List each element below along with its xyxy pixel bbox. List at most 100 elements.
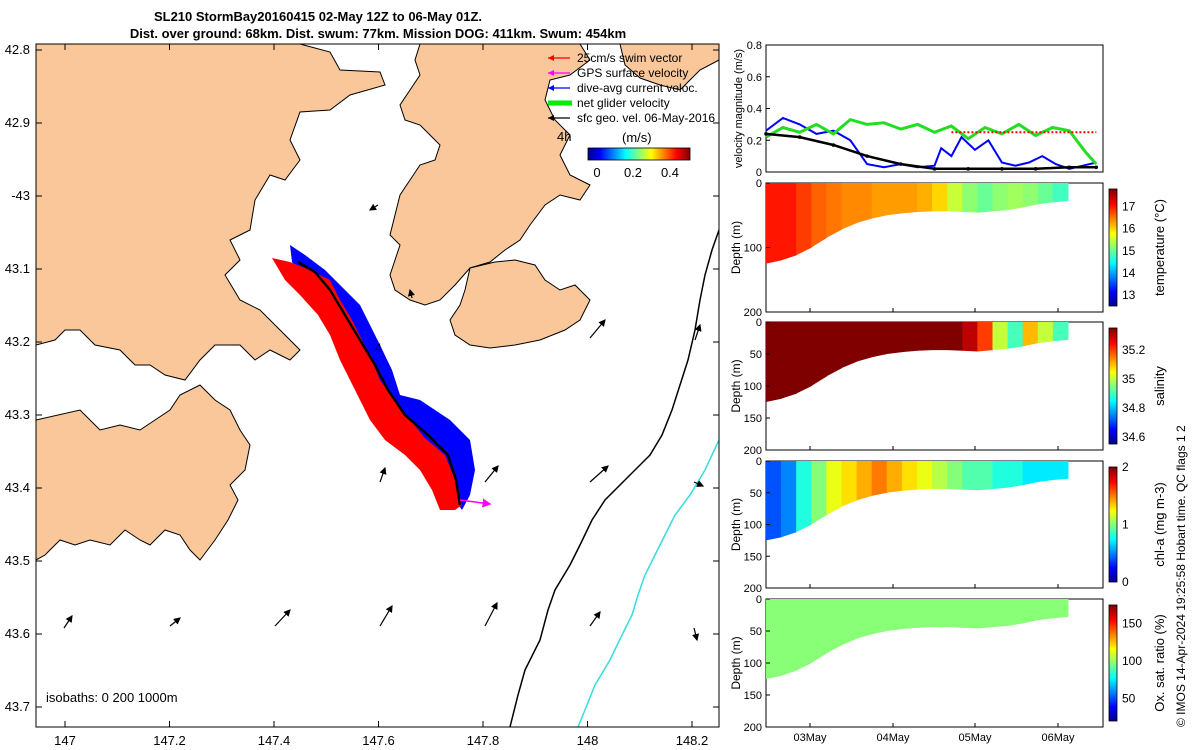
section-cell bbox=[1022, 322, 1039, 347]
section-cell bbox=[871, 461, 888, 496]
lon-tick-label: 147 bbox=[54, 733, 76, 748]
colorbar-tick-label: 50 bbox=[1122, 692, 1136, 706]
section-ytick-label: 0 bbox=[756, 456, 762, 468]
title-line-1: SL210 StormBay20160415 02-May 12Z to 06-… bbox=[154, 9, 482, 24]
map-content: 4 isobaths: 0 200 1000m bbox=[36, 44, 719, 727]
section-cell bbox=[947, 183, 963, 213]
speed-colorbar-ticks: 0 0.2 0.4 bbox=[593, 165, 679, 180]
map-lon-ticks: 147 147.2 147.4 147.6 147.8 148 148.2 bbox=[54, 44, 708, 748]
velocity-ytick-label: 0.4 bbox=[747, 104, 762, 116]
lat-tick-label: 42.9 bbox=[5, 115, 30, 130]
legend-label: sfc geo. vel. 06-May-2016 bbox=[577, 111, 715, 125]
section-cell bbox=[766, 461, 782, 541]
land-north-east bbox=[389, 44, 591, 306]
section-ytick-label: 100 bbox=[744, 658, 762, 670]
section-cell bbox=[1037, 461, 1054, 482]
velocity-point bbox=[764, 132, 768, 136]
section-cell bbox=[841, 183, 858, 230]
section-cell bbox=[1022, 461, 1039, 486]
section-cell bbox=[886, 183, 903, 216]
section-cell bbox=[1007, 183, 1024, 211]
section-ytick-label: 0 bbox=[756, 317, 762, 329]
velocity-ytick-label: 0.6 bbox=[747, 72, 762, 84]
section-cell bbox=[1037, 183, 1054, 205]
section-ytick-label: 200 bbox=[744, 722, 762, 734]
colorbar-tick-label: 16 bbox=[1122, 222, 1136, 236]
lat-tick-label: 43.1 bbox=[5, 261, 30, 276]
section-cell bbox=[856, 322, 873, 362]
legend-label: net glider velocity bbox=[577, 96, 670, 110]
geo-arrow bbox=[169, 617, 181, 627]
colorbar-tick-label: 15 bbox=[1122, 244, 1136, 258]
colorbar-label: Ox. sat. ratio (%) bbox=[1152, 614, 1167, 712]
colorbar-tick-label: 100 bbox=[1122, 654, 1142, 668]
sfc-geo-velocity-arrows bbox=[63, 203, 705, 642]
section-cell bbox=[1037, 599, 1054, 621]
section-ytick-label: 100 bbox=[744, 243, 762, 255]
section-cell bbox=[947, 461, 963, 490]
section-cell bbox=[796, 461, 812, 533]
section-ylabel: Depth (m) bbox=[729, 636, 743, 689]
isobath-label: isobaths: 0 200 1000m bbox=[46, 690, 178, 705]
geo-arrow bbox=[484, 465, 499, 483]
section-cell bbox=[871, 322, 888, 358]
legend-time-label: 4h bbox=[557, 129, 571, 144]
section-cell bbox=[1007, 599, 1024, 626]
section-cell bbox=[886, 461, 903, 493]
geo-arrow bbox=[693, 480, 705, 487]
colorbar-tick-label: 34.8 bbox=[1122, 401, 1146, 415]
isobath-1000m bbox=[577, 439, 719, 727]
section-colorbar bbox=[1108, 604, 1118, 722]
section-cell bbox=[917, 183, 933, 213]
geo-arrow bbox=[63, 615, 73, 629]
section-cell bbox=[826, 183, 842, 238]
section-cell bbox=[811, 461, 827, 525]
section-colorbar bbox=[1108, 188, 1118, 307]
section-cell bbox=[766, 599, 782, 679]
section-cell bbox=[1052, 322, 1069, 342]
section-cell bbox=[841, 599, 858, 646]
section-ytick-label: 0 bbox=[756, 594, 762, 606]
lat-tick-label: 43.3 bbox=[5, 407, 30, 422]
velocity-point bbox=[966, 167, 970, 171]
section-cell bbox=[856, 461, 873, 501]
colorbar-tick-label: 14 bbox=[1122, 266, 1136, 280]
legend-label: 25cm/s swim vector bbox=[577, 51, 682, 65]
track-label: 4 bbox=[375, 341, 382, 355]
lat-tick-label: 42.8 bbox=[5, 42, 30, 57]
lon-tick-label: 147.8 bbox=[467, 733, 500, 748]
geo-arrow bbox=[407, 288, 415, 299]
land-west bbox=[36, 44, 386, 381]
section-cell bbox=[1022, 599, 1039, 624]
velocity-ytick-label: 0.8 bbox=[747, 40, 762, 52]
section-cell bbox=[917, 461, 933, 490]
geo-arrow bbox=[694, 323, 702, 341]
colorbar-tick-label: 17 bbox=[1122, 200, 1136, 214]
velocity-point bbox=[797, 135, 802, 139]
velocity-series-line bbox=[765, 117, 1098, 166]
section-cell bbox=[856, 599, 873, 639]
section-cell bbox=[992, 461, 1009, 489]
section-cell bbox=[901, 183, 918, 214]
colorbar-label: chl-a (mg m-3) bbox=[1152, 482, 1167, 567]
lon-tick-label: 148.2 bbox=[676, 733, 709, 748]
section-cell bbox=[826, 461, 842, 515]
map-lat-ticks: 42.8 42.9 -43 43.1 43.2 43.3 43.4 43.5 43.6 43.7 bbox=[5, 42, 719, 714]
section-cell bbox=[781, 599, 797, 676]
time-tick-label: 04May bbox=[876, 732, 910, 744]
legend-arrowhead bbox=[548, 115, 554, 121]
lon-tick-label: 147.4 bbox=[258, 733, 291, 748]
colorbar-tick-label: 13 bbox=[1122, 288, 1136, 302]
gps-surface-vector bbox=[459, 498, 492, 508]
section-cell bbox=[962, 461, 978, 491]
map-frame bbox=[35, 43, 720, 728]
section-cell bbox=[886, 322, 903, 354]
colorbar-tick-label: 2 bbox=[1122, 460, 1129, 474]
section-cell bbox=[811, 599, 827, 663]
section-ytick-label: 200 bbox=[744, 445, 762, 457]
geo-arrow bbox=[692, 627, 700, 642]
section-ytick-label: 50 bbox=[750, 349, 762, 361]
section-cell bbox=[1052, 183, 1069, 203]
speed-colorbar-tick: 0.4 bbox=[661, 165, 679, 180]
